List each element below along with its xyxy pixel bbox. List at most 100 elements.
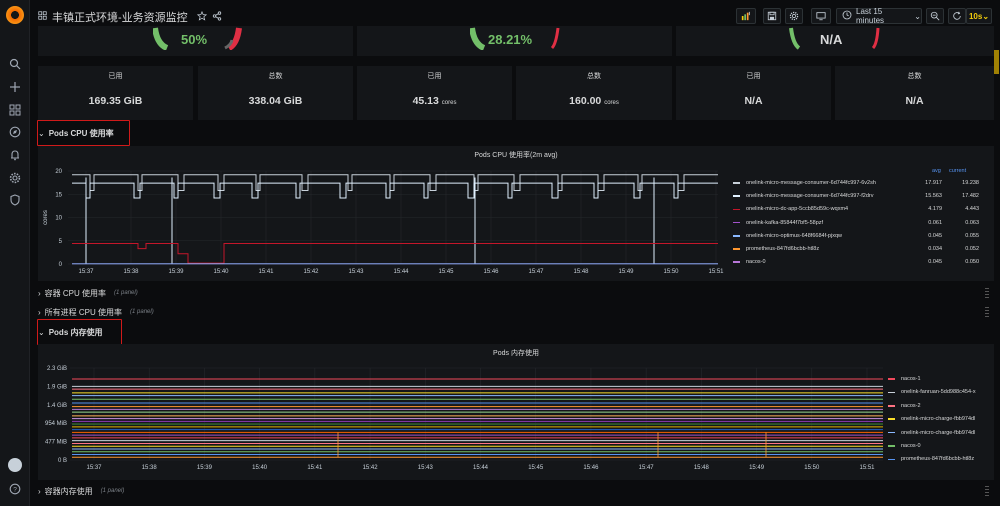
y-tick-label: 0 — [59, 262, 63, 268]
legend-swatch — [888, 405, 895, 407]
stat-label: 已用 — [108, 73, 123, 80]
legend-current-value: 0.055 — [965, 232, 979, 239]
legend-item[interactable]: onelink-micro-message-consumer-6d744fc99… — [733, 178, 979, 188]
legend-swatch — [733, 261, 740, 263]
legend-swatch — [733, 208, 740, 211]
tv-mode-monitor-icon[interactable] — [811, 8, 831, 24]
legend-series-name: prometheus-847fd6bcbb-htl8z — [901, 456, 975, 463]
gauge-arc — [789, 27, 880, 50]
legend-item[interactable]: nacos-0 0.045 0.050 — [733, 257, 979, 267]
settings-gear-icon[interactable] — [785, 8, 803, 24]
save-icon[interactable] — [763, 8, 781, 24]
chevron-right-icon: › — [38, 486, 41, 496]
legend-item[interactable]: onelink-kafka-85844f7bf5-58pzf 0.061 0.0… — [733, 218, 979, 228]
legend-swatch — [888, 445, 895, 447]
legend-swatch — [733, 221, 740, 224]
chevron-right-icon: › — [38, 307, 41, 317]
row-drag-handle[interactable] — [985, 486, 989, 496]
x-tick-label: 15:48 — [573, 269, 589, 275]
row-pods-cpu[interactable]: ⌄ Pods CPU 使用率 — [38, 125, 114, 141]
refresh-interval-label: 10s — [968, 11, 983, 21]
legend-current-value: 0.063 — [965, 219, 979, 226]
legend-item[interactable]: onelink-micro-dc-app-5ccb85d59c-wqxm4 4.… — [733, 204, 979, 214]
shield-icon[interactable] — [0, 193, 30, 207]
memory-chart[interactable]: 0 B 477 MiB 954 MiB 1.4 GiB 1.9 GiB 2.3 GiB 15… — [38, 350, 888, 480]
legend-item[interactable]: nacos-0 — [888, 441, 992, 451]
legend-item[interactable]: onelink-fanruan-5dd988c454-x — [888, 387, 992, 397]
help-icon[interactable]: ? — [0, 482, 30, 496]
star-icon[interactable] — [196, 10, 207, 24]
cpu-chart[interactable]: 0 5 10 15 20 cores 15:37 15:38 15:39 15:40 15:41 15… — [38, 151, 728, 281]
legend-item[interactable]: onelink-micro-charge-fbb974dl — [888, 428, 992, 438]
refresh-interval-picker[interactable]: 10s ⌄ — [966, 8, 992, 24]
legend-swatch — [888, 431, 895, 434]
row-pods-memory[interactable]: ⌄ Pods 内存使用 — [38, 324, 102, 340]
legend-swatch — [888, 418, 895, 420]
row-drag-handle[interactable] — [985, 307, 989, 317]
share-icon[interactable] — [212, 10, 222, 24]
legend-item[interactable]: nacos-2 — [888, 401, 992, 411]
x-tick-label: 15:39 — [168, 269, 184, 275]
row-drag-handle[interactable] — [985, 288, 989, 298]
panel-title: Pods 内存使用 — [493, 350, 539, 357]
configuration-gear-icon[interactable] — [0, 171, 30, 185]
legend-series-name: nacos-2 — [901, 402, 921, 409]
stat-value: 45.13 cores — [412, 95, 457, 107]
legend-series-name: onelink-micro-message-consumer-6d744fc99… — [746, 193, 874, 200]
legend-item[interactable]: onelink-micro-charge-fbb974dl — [888, 414, 992, 424]
legend-item[interactable]: onelink-micro-optimus-648f6684f-pjxqw 0.… — [733, 231, 979, 241]
dashboard-grid-icon — [38, 11, 47, 23]
y-tick-label: 5 — [59, 239, 63, 245]
highlight-box — [37, 319, 122, 345]
row-title: Pods CPU 使用率 — [48, 128, 114, 138]
legend-item[interactable]: nacos-1 — [888, 374, 992, 384]
legend-swatch — [888, 391, 895, 394]
alerting-bell-icon[interactable] — [0, 148, 30, 162]
series-line — [72, 243, 718, 264]
x-tick-label: 15:49 — [749, 465, 765, 471]
stat-panel-gpu-total: 总数 N/A — [835, 66, 994, 120]
y-axis-label: cores — [43, 210, 49, 225]
legend-item[interactable]: prometheus-847fd6bcbb-htl8z 0.034 0.052 — [733, 244, 979, 254]
scrollbar[interactable] — [994, 50, 999, 74]
row-all-process-cpu[interactable]: › 所有进程 CPU 使用率 (1 panel) — [38, 304, 154, 320]
plus-icon[interactable] — [0, 80, 30, 94]
cpu-legend: avg current onelink-micro-message-consum… — [733, 168, 979, 278]
x-tick-label: 15:47 — [528, 269, 544, 275]
refresh-icon[interactable] — [948, 8, 966, 24]
chevron-down-icon: ⌄ — [914, 11, 921, 21]
row-container-cpu[interactable]: › 容器 CPU 使用率 (1 panel) — [38, 285, 138, 301]
dashboards-icon[interactable] — [0, 103, 30, 117]
stat-label: 总数 — [907, 73, 922, 80]
x-tick-label: 15:44 — [393, 269, 409, 275]
row-title: 所有进程 CPU 使用率 — [44, 307, 123, 317]
stat-label: 总数 — [587, 73, 601, 80]
legend-current-header[interactable]: current — [949, 168, 967, 174]
series-line — [72, 174, 718, 192]
grafana-logo-icon[interactable] — [6, 6, 24, 24]
x-tick-label: 15:38 — [123, 269, 139, 275]
legend-avg-header[interactable]: avg — [932, 168, 941, 174]
gauge-value: 50% — [181, 32, 208, 47]
x-tick-label: 15:49 — [618, 269, 634, 275]
dashboard-title[interactable]: 丰镇正式环境-业务资源监控 — [52, 12, 188, 24]
x-tick-label: 15:43 — [418, 465, 434, 471]
legend-avg-value: 0.034 — [928, 246, 942, 252]
gauge-panel-1: 50% — [38, 26, 353, 56]
y-tick-label: 20 — [55, 169, 62, 175]
row-container-memory[interactable]: › 容器内存使用 (1 panel) — [38, 483, 124, 499]
add-panel-icon[interactable] — [736, 8, 756, 24]
explore-icon[interactable] — [0, 125, 30, 139]
legend-avg-value: 4.179 — [928, 206, 942, 213]
x-tick-label: 15:40 — [213, 269, 229, 275]
x-tick-label: 15:50 — [804, 465, 820, 471]
zoom-out-icon[interactable] — [926, 8, 944, 24]
legend-item[interactable]: onelink-micro-message-consumer-6d744fc99… — [733, 191, 979, 201]
time-range-picker[interactable]: Last 15 minutes ⌄ — [836, 7, 922, 25]
legend-item[interactable]: prometheus-847fd6bcbb-htl8z — [888, 454, 992, 464]
gauge-value: 28.21% — [488, 32, 533, 47]
stat-label: 已用 — [427, 73, 442, 80]
user-avatar[interactable] — [8, 458, 22, 472]
x-tick-label: 15:46 — [583, 465, 599, 471]
search-icon[interactable] — [0, 57, 30, 71]
